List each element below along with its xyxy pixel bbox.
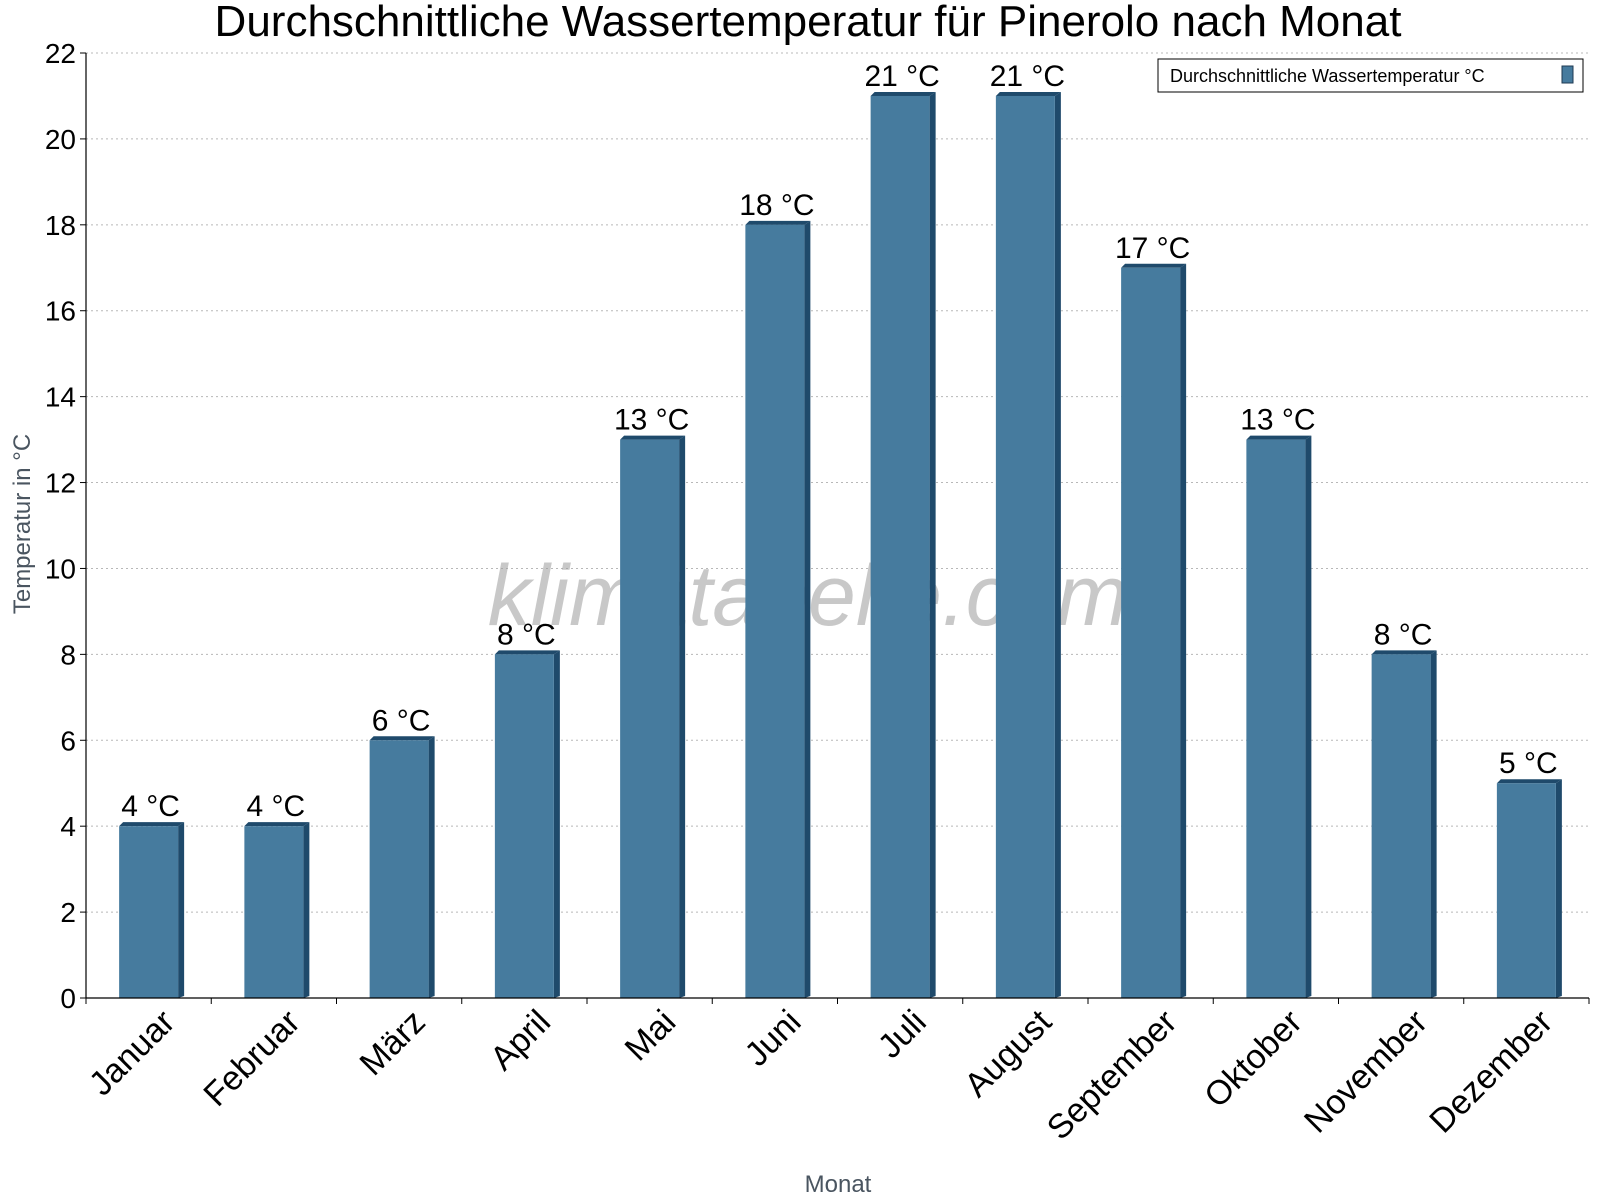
bar-Februar: [244, 822, 310, 998]
bar-Mai: [620, 435, 686, 998]
legend-box: [1157, 58, 1584, 93]
bar-side: [1305, 435, 1312, 998]
bar-top: [494, 650, 560, 655]
bar-top: [870, 91, 936, 96]
y-tick-label: 12: [45, 468, 76, 499]
bar-Januar: [119, 822, 185, 998]
x-tick-label: Dezember: [1422, 1003, 1560, 1141]
bar-side: [303, 822, 310, 998]
bar-top: [369, 736, 435, 741]
y-tick-label: 6: [60, 725, 76, 756]
y-tick-label: 8: [60, 639, 76, 670]
y-tick-label: 2: [60, 897, 76, 928]
bar: [870, 95, 930, 999]
data-label: 21 °C: [990, 60, 1065, 93]
x-tick-label: April: [483, 1003, 558, 1078]
x-tick-label: März: [352, 1003, 432, 1083]
bar-side: [1555, 779, 1562, 998]
x-tick-label: Januar: [82, 1003, 182, 1103]
x-tick-label: Oktober: [1197, 1003, 1309, 1115]
y-tick-label: 14: [45, 382, 76, 413]
bar-side: [929, 91, 936, 999]
data-labels: 4 °C 4 °C 6 °C 8 °C 13 °C 18 °C 21 °C 21 °C 17 °…: [121, 60, 1557, 823]
bar-side: [1430, 650, 1437, 998]
bar-April: [494, 650, 560, 998]
bar-side: [1180, 263, 1187, 999]
bar: [1371, 654, 1431, 998]
grid: [86, 52, 1589, 913]
bar-top: [1496, 779, 1562, 784]
bar: [1246, 439, 1306, 998]
bar-Oktober: [1246, 435, 1312, 998]
bar: [119, 826, 179, 998]
bar: [995, 95, 1055, 999]
bar: [745, 224, 805, 998]
x-tick-label: Mai: [618, 1003, 684, 1069]
legend: Durchschnittliche Wassertemperatur °C: [1157, 58, 1584, 93]
bar-Dezember: [1496, 779, 1562, 998]
bar-side: [178, 822, 185, 998]
x-tick-label: Juli: [871, 1003, 934, 1066]
bars: [119, 91, 1562, 999]
bar-Juni: [745, 220, 811, 998]
y-tick-label: 18: [45, 210, 76, 241]
bar-November: [1371, 650, 1437, 998]
x-axis-label: Monat: [805, 1171, 872, 1198]
data-label: 4 °C: [247, 790, 306, 823]
bar-side: [1054, 91, 1061, 999]
y-tick-label: 0: [60, 983, 76, 1014]
y-tick-label: 16: [45, 296, 76, 327]
bar-side: [553, 650, 560, 998]
bar: [620, 439, 680, 998]
bar-top: [620, 435, 686, 440]
legend-label: Durchschnittliche Wassertemperatur °C: [1170, 66, 1485, 86]
x-tick-label: September: [1040, 1003, 1184, 1147]
bar: [369, 740, 429, 998]
bar-top: [1246, 435, 1312, 440]
data-label: 21 °C: [864, 60, 939, 93]
x-tick-label: Februar: [196, 1003, 307, 1114]
y-tick-label: 20: [45, 124, 76, 155]
bar-top: [1121, 263, 1187, 268]
data-label: 17 °C: [1115, 232, 1190, 265]
y-axis-label: Temperatur in °C: [9, 434, 36, 614]
y-tick-label: 22: [45, 38, 76, 69]
bar-September: [1121, 263, 1187, 999]
chart-title: Durchschnittliche Wassertemperatur für P…: [215, 0, 1402, 46]
bar-side: [679, 435, 686, 998]
x-tick-label: November: [1297, 1003, 1435, 1141]
x-tick-label: August: [957, 1002, 1059, 1104]
bar-Juli: [870, 91, 936, 999]
y-tick-label: 10: [45, 553, 76, 584]
data-label: 5 °C: [1499, 747, 1558, 780]
legend-swatch: [1561, 65, 1574, 84]
bar: [494, 654, 554, 998]
data-label: 8 °C: [497, 618, 556, 651]
bar-März: [369, 736, 435, 998]
data-label: 18 °C: [739, 189, 814, 222]
x-tick-label: Juni: [738, 1003, 809, 1074]
data-label: 8 °C: [1374, 618, 1433, 651]
bar-side: [804, 220, 811, 998]
bar: [244, 826, 304, 998]
bar-top: [1371, 650, 1437, 655]
bar-top: [745, 220, 811, 225]
bar-top: [995, 91, 1061, 96]
bar-top: [119, 822, 185, 827]
bar: [1121, 267, 1181, 999]
data-label: 6 °C: [372, 704, 431, 737]
y-tick-label: 4: [60, 811, 76, 842]
data-label: 13 °C: [614, 404, 689, 437]
bar-August: [995, 91, 1061, 999]
data-label: 4 °C: [121, 790, 180, 823]
bar: [1496, 783, 1556, 998]
bar-side: [428, 736, 435, 998]
data-label: 13 °C: [1240, 404, 1315, 437]
bar-top: [244, 822, 310, 827]
